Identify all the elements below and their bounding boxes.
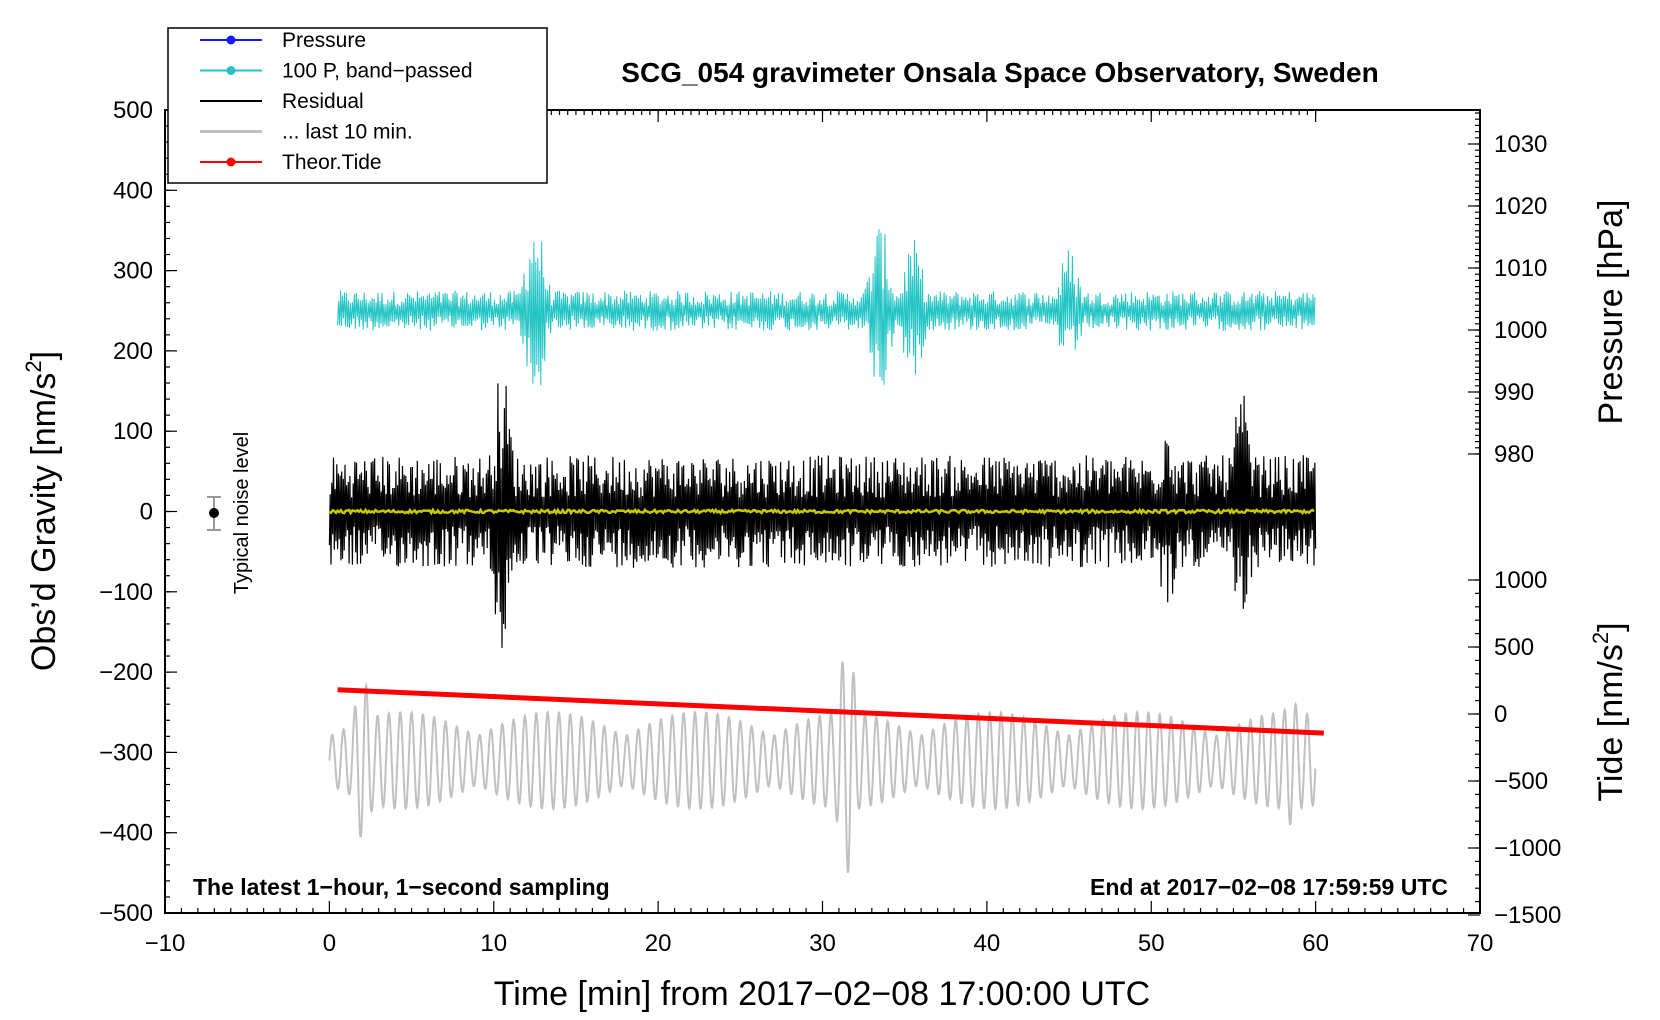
y-axis-label-tide-close: ]: [1592, 622, 1630, 631]
y-axis-label-left-text: Obs’d Gravity [nm/s: [25, 373, 63, 672]
y-axis-label-pressure: Pressure [hPa]: [1592, 200, 1630, 425]
x-tick-label: 40: [974, 930, 1001, 957]
x-tick-label: 50: [1138, 930, 1165, 957]
y-tick-label: 500: [113, 97, 153, 124]
sampling-note: The latest 1−hour, 1−second sampling: [193, 874, 610, 900]
x-tick-label: 70: [1467, 930, 1494, 957]
legend-marker: [226, 66, 236, 75]
x-minor-ticks: [180, 110, 1465, 913]
y-tick-label: 300: [113, 258, 153, 285]
noise-point: [209, 508, 219, 518]
pressure-axis-ticks: 1030 1020 1010 1000 990 980: [1468, 112, 1547, 468]
legend-marker: [226, 157, 236, 167]
legend-label: Residual: [282, 90, 364, 113]
x-tick-label: 10: [480, 930, 507, 957]
end-time-note: End at 2017−02−08 17:59:59 UTC: [1090, 874, 1448, 900]
y-axis-label-left: Obs’d Gravity [nm/s2]: [21, 351, 63, 671]
tide-tick-label: 500: [1494, 634, 1534, 661]
y-tick-label: 100: [113, 418, 153, 445]
y-axis-ticks: 500 400 300 200 100 0 −100 −200 −300 −400 −500: [99, 97, 177, 927]
legend-label: Pressure: [282, 29, 366, 52]
chart-title: SCG_054 gravimeter Onsala Space Observat…: [621, 57, 1378, 88]
x-tick-label: −10: [145, 930, 186, 957]
pressure-tick-label: 990: [1494, 379, 1534, 406]
x-tick-label: 30: [809, 930, 836, 957]
x-axis-ticks: −10 0 10 20 30 40 50 60 70: [145, 110, 1494, 957]
tide-axis-ticks: 1000 500 0 −500 −1000 −1500: [1468, 567, 1561, 929]
y-tick-label: 200: [113, 338, 153, 365]
legend-label: ... last 10 min.: [282, 121, 413, 144]
series-theor-tide: [337, 687, 1324, 736]
y-axis-label-tide: Tide [nm/s2]: [1588, 622, 1630, 801]
tide-tick-label: 1000: [1494, 567, 1547, 594]
pressure-tick-label: 1030: [1494, 131, 1547, 158]
y-tick-label: 400: [113, 177, 153, 204]
series-residual: [328, 383, 1317, 648]
noise-level-marker: Typical noise level: [207, 432, 253, 594]
legend-marker: [226, 35, 236, 45]
y-tick-label: −100: [99, 579, 153, 606]
x-tick-label: 20: [645, 930, 672, 957]
tide-tick-label: −500: [1494, 768, 1548, 795]
y-tick-label: −500: [99, 900, 153, 927]
x-tick-label: 60: [1302, 930, 1329, 957]
y-tick-label: −200: [99, 659, 153, 686]
y-axis-label-tide-text: Tide [nm/s: [1592, 644, 1630, 801]
pressure-tick-label: 980: [1494, 441, 1534, 468]
y-tick-label: −300: [99, 739, 153, 766]
tide-tick-label: −1000: [1494, 835, 1561, 862]
series-residual-smoothed: [328, 507, 1315, 516]
legend-label: 100 P, band−passed: [282, 60, 473, 83]
tide-tick-label: 0: [1494, 701, 1507, 728]
y-axis-label-left-sup: 2: [21, 360, 46, 372]
y-tick-label: −400: [99, 820, 153, 847]
y-axis-label-left-close: ]: [25, 351, 63, 360]
x-tick-label: 0: [323, 930, 336, 957]
series-group: [328, 229, 1324, 874]
pressure-tick-label: 1000: [1494, 317, 1547, 344]
legend-label: Theor.Tide: [282, 151, 382, 174]
x-axis-label: Time [min] from 2017−02−08 17:00:00 UTC: [494, 975, 1150, 1013]
y-axis-label-tide-sup: 2: [1588, 632, 1613, 644]
noise-label: Typical noise level: [231, 432, 253, 594]
legend: Pressure 100 P, band−passed Residual ... la…: [167, 27, 548, 184]
legend-box: [167, 27, 548, 184]
y-tick-label: 0: [140, 499, 153, 526]
series-last-10-min: [328, 661, 1317, 874]
pressure-tick-label: 1010: [1494, 255, 1547, 282]
series-pressure-bandpassed: [337, 229, 1316, 386]
pressure-tick-label: 1020: [1494, 193, 1547, 220]
tide-tick-label: −1500: [1494, 902, 1561, 929]
